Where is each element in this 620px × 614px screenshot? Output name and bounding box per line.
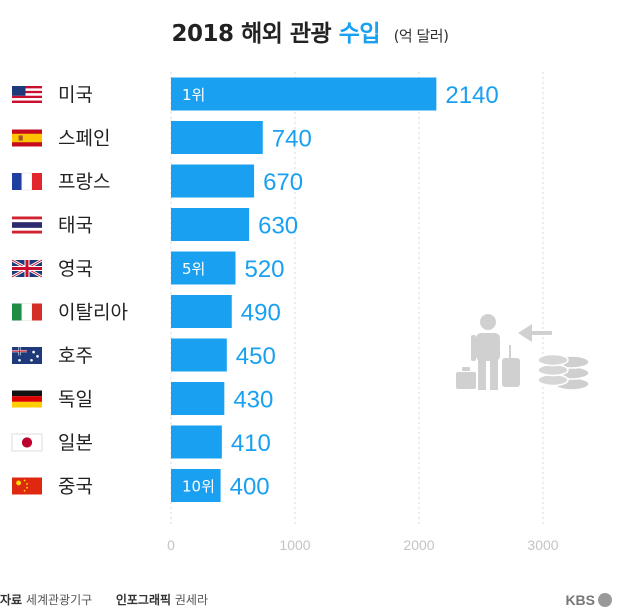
- infographic-label: 인포그래픽: [115, 593, 172, 607]
- bar: [171, 164, 255, 198]
- value-label: 630: [258, 213, 298, 240]
- x-tick-label: 0: [167, 537, 175, 553]
- italy-flag-icon: [12, 303, 42, 321]
- brand-circle-icon: [598, 593, 612, 607]
- value-label: 490: [241, 300, 281, 327]
- thailand-flag-icon: [12, 216, 42, 234]
- category-label: 호주: [58, 345, 93, 367]
- bar: [171, 77, 437, 111]
- value-label: 400: [230, 474, 270, 501]
- value-label: 670: [263, 169, 303, 196]
- rank-label: 5위: [182, 260, 205, 278]
- value-label: 450: [236, 343, 276, 370]
- spain-flag-icon: [12, 129, 42, 147]
- category-label: 스페인: [58, 128, 110, 150]
- bar: [171, 425, 222, 459]
- source-label: 자료: [0, 593, 23, 607]
- title-main: 2018 해외 관광: [171, 21, 332, 47]
- brand-logo: KBS: [565, 592, 612, 608]
- bar: [171, 295, 232, 328]
- x-tick-label: 3000: [527, 537, 558, 553]
- footer: 자료 세계관광기구 인포그래픽 권세라: [0, 591, 208, 608]
- category-label: 미국: [58, 84, 93, 106]
- x-tick-label: 1000: [279, 537, 310, 553]
- china-flag-icon: [12, 477, 42, 495]
- value-label: 430: [233, 387, 273, 414]
- france-flag-icon: [12, 172, 42, 191]
- us-flag-icon: [12, 86, 42, 103]
- title-unit: (억 달러): [393, 27, 449, 45]
- value-label: 740: [272, 126, 312, 153]
- value-label: 520: [244, 256, 284, 283]
- category-label: 프랑스: [58, 171, 110, 193]
- category-label: 일본: [58, 432, 93, 454]
- bar: [171, 469, 221, 502]
- brand-text: KBS: [565, 592, 595, 608]
- source-value: 세계관광기구: [25, 593, 93, 607]
- japan-flag-icon: [11, 433, 43, 452]
- category-label: 독일: [58, 389, 93, 411]
- category-label: 중국: [58, 476, 93, 498]
- rank-label: 1위: [182, 86, 205, 104]
- category-label: 태국: [58, 215, 93, 237]
- traveler-money-icon: [456, 314, 590, 391]
- bar: [171, 338, 227, 372]
- chart-title: 2018 해외 관광 수입 (억 달러): [0, 14, 620, 48]
- category-label: 이탈리아: [58, 302, 128, 324]
- value-label: 2140: [445, 82, 498, 109]
- infographic-value: 권세라: [174, 593, 208, 607]
- x-tick-label: 2000: [403, 537, 434, 553]
- germany-flag-icon: [12, 390, 42, 408]
- category-label: 영국: [58, 258, 93, 280]
- bar: [171, 121, 263, 154]
- bar: [171, 251, 236, 285]
- title-accent: 수입: [338, 21, 381, 47]
- value-label: 410: [231, 430, 271, 457]
- australia-flag-icon: [12, 347, 42, 364]
- uk-flag-icon: [11, 258, 43, 279]
- bar: [171, 382, 225, 415]
- bar: [171, 208, 250, 241]
- rank-label: 10위: [182, 478, 215, 496]
